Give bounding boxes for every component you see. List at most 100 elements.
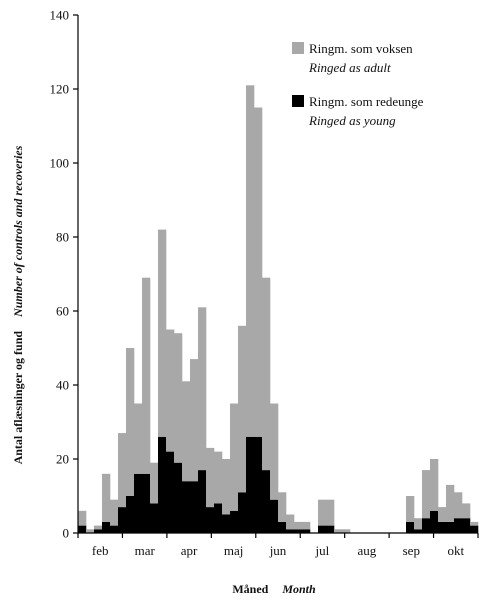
bar-young [446, 521, 455, 533]
bar-young [134, 473, 143, 533]
bar-adult [334, 529, 343, 533]
bar-young [422, 518, 431, 533]
bar-young [142, 473, 151, 533]
bar-adult [414, 518, 423, 530]
bar-young [438, 521, 447, 533]
bar-young [454, 518, 463, 533]
bar-young [326, 525, 335, 533]
bar-young [246, 436, 255, 533]
y-axis-title: Antal aflæsninger og fund Number of cont… [9, 145, 26, 464]
bar-young [430, 510, 439, 533]
bar-adult [422, 470, 431, 519]
y-tick-label: 20 [56, 452, 69, 467]
bar-young [262, 470, 271, 533]
bar-adult [254, 107, 263, 437]
x-tick-label-apr: apr [181, 543, 198, 558]
bar-young [118, 507, 127, 533]
bar-adult [454, 492, 463, 519]
legend: Ringm. som voksen Ringed as adult Ringm.… [292, 41, 424, 128]
bar-adult [318, 499, 327, 526]
bar-young [302, 529, 311, 533]
bar-adult [326, 499, 335, 526]
y-tick-label: 100 [50, 156, 70, 171]
bar-young [406, 521, 415, 533]
bar-adult [286, 514, 295, 530]
bar-adult [438, 507, 447, 522]
x-axis-title-english: Month [281, 582, 316, 596]
bar-adult [134, 403, 143, 474]
bar-young [102, 521, 111, 533]
bar-young [190, 481, 199, 533]
bar-young [94, 529, 103, 533]
bar-adult [238, 325, 247, 493]
bar-adult [142, 277, 151, 474]
bar-young [214, 503, 223, 533]
legend-swatch-adult [292, 42, 304, 54]
x-axis-title-danish: Måned [232, 582, 268, 596]
bar-adult [78, 510, 87, 526]
bar-young [270, 499, 279, 533]
x-tick-label-jun: jun [269, 543, 287, 558]
legend-label-adult-english: Ringed as adult [308, 60, 391, 75]
bar-young [230, 510, 239, 533]
y-tick-label: 60 [56, 304, 69, 319]
legend-label-young-danish: Ringm. som redeunge [309, 94, 424, 109]
bar-adult [222, 459, 231, 515]
bar-young [78, 525, 87, 533]
bar-adult [206, 447, 215, 508]
y-axis-title-english: Number of controls and recoveries [11, 145, 25, 318]
bar-adult [150, 462, 159, 504]
bar-adult [182, 381, 191, 482]
y-axis-title-danish: Antal aflæsninger og fund [11, 331, 25, 465]
legend-swatch-young [292, 95, 304, 107]
x-tick-label-aug: aug [358, 543, 377, 558]
y-tick-label: 120 [50, 82, 70, 97]
bar-adult [446, 484, 455, 522]
bar-adult [246, 85, 255, 437]
bar-adult [302, 521, 311, 530]
legend-label-adult-danish: Ringm. som voksen [309, 41, 413, 56]
bar-adult [406, 496, 415, 522]
bar-adult [118, 433, 127, 508]
bar-adult [342, 529, 351, 533]
y-tick-label: 140 [50, 8, 70, 23]
bar-adult [230, 403, 239, 511]
bar-young [166, 451, 175, 533]
bar-adult [278, 492, 287, 522]
y-tick-label: 80 [56, 230, 69, 245]
bar-young [198, 470, 207, 533]
bar-young [238, 492, 247, 533]
bar-young [278, 521, 287, 533]
x-tick-label-sep: sep [403, 543, 420, 558]
bar-young [174, 462, 183, 533]
bar-adult [166, 329, 175, 452]
bar-adult [94, 525, 103, 530]
bar-young [462, 518, 471, 533]
bar-adult [158, 229, 167, 437]
bar-adult [174, 333, 183, 463]
bar-adult [102, 473, 111, 522]
x-tick-label-jul: jul [315, 543, 330, 558]
bar-young [110, 525, 119, 533]
bar-young [294, 529, 303, 533]
legend-label-young-english: Ringed as young [308, 113, 396, 128]
x-axis-title: Måned Month [232, 580, 316, 597]
x-tick-label-maj: maj [224, 543, 244, 558]
bar-adult [270, 403, 279, 500]
bar-young [182, 481, 191, 533]
bar-young [470, 525, 479, 533]
bar-young [150, 503, 159, 533]
y-tick-label: 0 [63, 526, 70, 541]
bar-adult [126, 348, 135, 496]
y-tick-label: 40 [56, 378, 69, 393]
bar-adult [110, 499, 119, 526]
x-tick-label-feb: feb [92, 543, 109, 558]
bar-young [126, 496, 135, 533]
x-tick-label-okt: okt [447, 543, 464, 558]
bar-adult [198, 307, 207, 471]
bar-adult [262, 277, 271, 471]
bar-adult [470, 521, 479, 526]
plot-area [78, 85, 479, 533]
x-tick-label-mar: mar [135, 543, 156, 558]
